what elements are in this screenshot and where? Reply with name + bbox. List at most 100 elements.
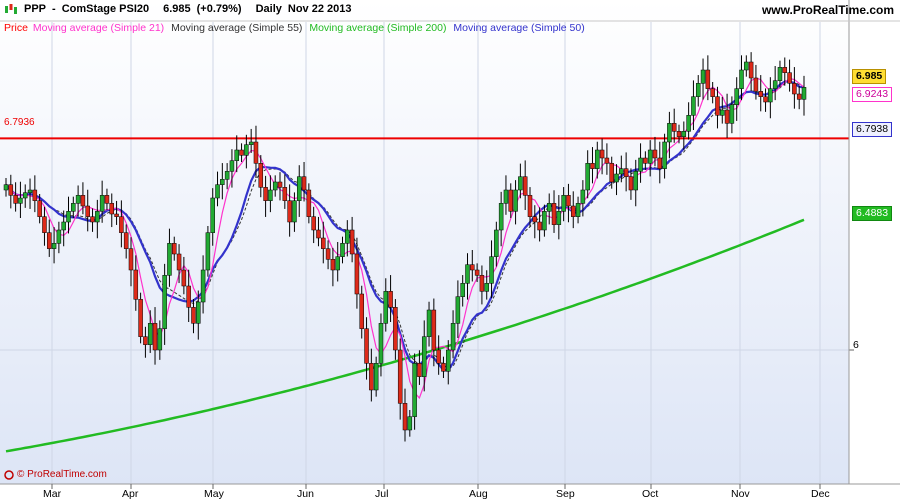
tag-last: 6.985 xyxy=(852,69,887,84)
candle-body xyxy=(27,189,33,193)
candle xyxy=(470,250,475,282)
candle-body xyxy=(724,109,730,124)
legend-ma200: Moving average (Simple 200) xyxy=(309,22,447,34)
candle xyxy=(196,290,201,340)
candle-body xyxy=(296,176,302,201)
candle-body xyxy=(330,259,336,271)
candle xyxy=(345,220,350,257)
candle xyxy=(484,270,489,300)
candle-body xyxy=(662,141,667,169)
candle xyxy=(292,192,297,232)
candle-body xyxy=(503,189,509,204)
candle-body xyxy=(532,216,538,223)
candle-body xyxy=(671,123,677,132)
candle xyxy=(421,320,427,392)
candle-body xyxy=(345,229,350,244)
candle xyxy=(340,236,345,264)
candle xyxy=(258,155,264,198)
candle xyxy=(253,125,259,178)
candle-body xyxy=(796,93,802,100)
candle xyxy=(527,187,533,227)
candle xyxy=(503,175,509,215)
candle xyxy=(571,191,576,229)
candle-body xyxy=(729,104,735,124)
header-left: PPP - ComStage PSI20 6.985 (+0.79%) Dail… xyxy=(4,3,352,15)
candle-body xyxy=(402,403,408,431)
candle xyxy=(518,163,523,199)
candle-body xyxy=(234,149,239,161)
candle xyxy=(123,224,129,259)
candle-body xyxy=(638,157,643,172)
candle xyxy=(412,353,417,430)
copyright[interactable]: © ProRealTime.com xyxy=(4,469,107,480)
candle-body xyxy=(335,256,340,271)
candle-body xyxy=(181,269,187,287)
candle xyxy=(133,255,139,311)
candle-body xyxy=(686,115,691,132)
candle-body xyxy=(599,149,605,159)
candle-body xyxy=(114,213,119,217)
candle xyxy=(364,317,369,380)
candle xyxy=(373,356,379,397)
candle-body xyxy=(691,96,696,116)
candle xyxy=(542,204,547,237)
legend-ma21: Moving average (Simple 21) xyxy=(32,22,165,34)
site-link[interactable]: www.ProRealTime.com xyxy=(761,3,894,17)
candle xyxy=(402,388,408,442)
candle xyxy=(37,194,42,224)
candle xyxy=(244,134,249,169)
candle-body xyxy=(748,61,754,79)
candle-body xyxy=(460,283,465,297)
candle xyxy=(623,152,629,192)
candle-body xyxy=(498,203,504,231)
candle xyxy=(167,228,172,287)
candle-body xyxy=(373,363,379,391)
candle xyxy=(609,156,614,189)
candle xyxy=(768,77,773,119)
candle-body xyxy=(777,67,783,81)
candle xyxy=(95,199,100,239)
candle-body xyxy=(450,323,456,351)
candle xyxy=(393,299,398,360)
candle-body xyxy=(479,275,485,292)
candle xyxy=(354,237,360,309)
candle-body xyxy=(801,87,807,100)
candle-body xyxy=(720,109,725,116)
symbol-separator: - xyxy=(52,3,56,15)
x-label-mar: Mar xyxy=(43,488,62,500)
candle-body xyxy=(734,88,739,105)
candle-body xyxy=(542,211,547,231)
candle-body xyxy=(359,293,364,329)
candle xyxy=(114,200,119,225)
candle-body xyxy=(56,229,62,244)
candle-body xyxy=(782,67,788,73)
candle-body xyxy=(263,187,268,201)
candle-body xyxy=(292,200,297,223)
candle-body xyxy=(152,323,158,351)
x-label-nov: Nov xyxy=(731,488,750,500)
candle-body xyxy=(244,144,249,156)
candle-body xyxy=(426,309,432,337)
candle xyxy=(18,181,23,218)
x-label-dec: Dec xyxy=(811,488,830,500)
legend-price: Price xyxy=(4,22,28,34)
candles-group xyxy=(3,52,807,442)
candle xyxy=(801,75,807,116)
candle-body xyxy=(508,189,514,212)
candle xyxy=(349,216,355,263)
candle-body xyxy=(566,195,571,207)
candle-body xyxy=(176,253,182,271)
candle-body xyxy=(133,269,139,300)
candle xyxy=(676,124,682,144)
candle xyxy=(556,195,562,240)
candle xyxy=(652,136,658,167)
candle-body xyxy=(595,149,600,169)
candle xyxy=(229,149,235,188)
candle-body xyxy=(551,203,557,225)
candle xyxy=(296,165,302,217)
candle-body xyxy=(3,184,9,191)
candle-body xyxy=(465,264,470,284)
candle-body xyxy=(316,229,321,239)
candle-body xyxy=(681,131,687,137)
candle xyxy=(619,155,624,183)
